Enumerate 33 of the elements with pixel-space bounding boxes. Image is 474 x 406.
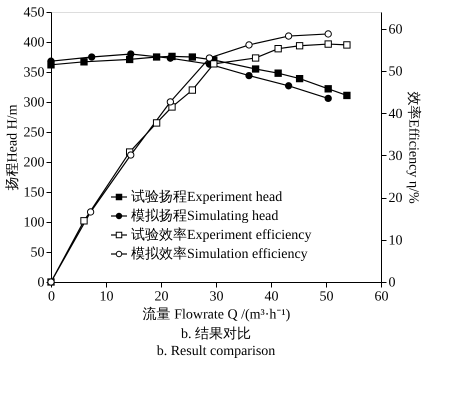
legend-label: 模拟效率Simulation efficiency [131, 246, 308, 262]
y2-tick-label: 30 [388, 148, 402, 164]
y2-tick-label: 20 [388, 191, 402, 206]
x-tick-label: 10 [100, 290, 114, 304]
text: b. Result comparison [156, 344, 276, 359]
y-tick-label: 300 [24, 96, 44, 110]
y-axis-title: 扬程Head H/m [4, 104, 20, 190]
y-tick-label: 100 [24, 216, 44, 230]
x-tick-label: 20 [154, 290, 168, 304]
y-tick-label: 150 [24, 186, 44, 200]
y-tick-label: 200 [24, 156, 44, 170]
x-tick-label: 30 [210, 290, 224, 304]
y-tick-label: 350 [24, 66, 44, 80]
legend-label: 试验扬程Experiment head [131, 189, 282, 205]
x-tick-label: 60 [374, 290, 388, 304]
text: b. 结果对比 [181, 326, 251, 342]
y-tick-label: 0 [38, 276, 44, 290]
y-tick-label: 250 [24, 126, 44, 140]
y2-tick-label: 10 [388, 233, 402, 248]
x-tick-label: 50 [320, 290, 334, 304]
y2-tick-label: 50 [388, 64, 402, 80]
y-tick-label: 450 [24, 6, 44, 20]
y2-tick-label: 40 [388, 106, 402, 122]
y2-tick-label: 0 [388, 276, 396, 290]
x-tick-label: 0 [48, 290, 55, 304]
y-tick-label: 50 [30, 246, 44, 260]
legend-label: 模拟扬程Simulating head [131, 208, 278, 224]
legend-label: 试验效率Experiment efficiency [131, 227, 312, 243]
y2-axis-title: 效率Efficiency η/% [406, 91, 422, 204]
y-tick-label: 400 [24, 36, 44, 50]
y2-tick-label: 60 [388, 22, 402, 38]
x-tick-label: 40 [264, 290, 278, 304]
x-axis-title: 流量 Flowrate Q /(m³·h⁻¹) [142, 306, 291, 322]
